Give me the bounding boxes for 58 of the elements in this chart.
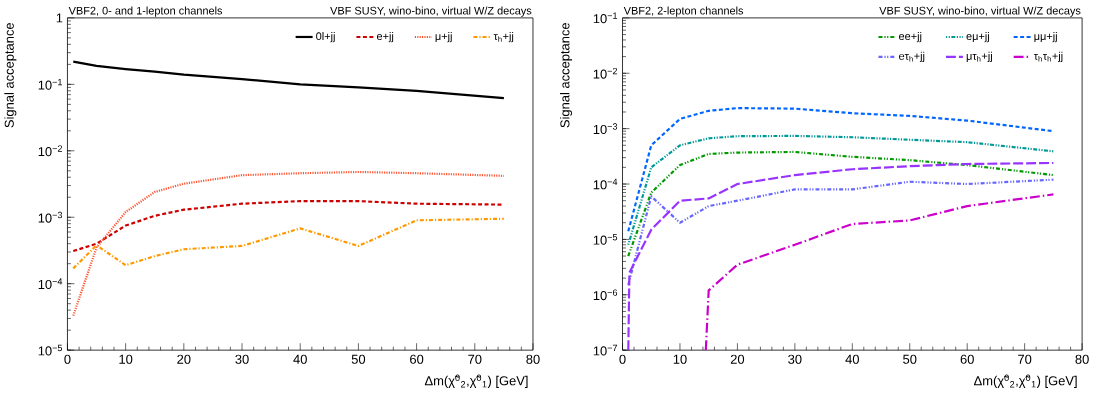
line-series	[627, 107, 1055, 233]
line-series	[627, 150, 1055, 258]
line-series	[627, 178, 1055, 287]
legend-label: ee+jj	[899, 32, 922, 43]
y-axis-title: Signal acceptance	[559, 23, 573, 128]
x-axis-title: Δm(χ̃$^{0}$$_{2}$,χ̃$^{0}$$_{1}$) [GeV]	[974, 374, 1077, 388]
x-tick-label: 0	[619, 354, 626, 364]
x-tick-label: 50	[351, 354, 366, 364]
legend-label: e+jj	[376, 32, 394, 43]
y-tick-label: 1	[56, 13, 63, 23]
x-tick-label: 40	[845, 354, 859, 364]
legend-label: eτ$_{h}$+jj	[899, 51, 925, 63]
y-tick-label: 10$^{−6}$	[593, 289, 618, 301]
x-tick-label: 10	[673, 354, 687, 364]
x-tick-label: 20	[730, 354, 745, 364]
legend-label: τ$_{h}$+jj	[493, 32, 514, 43]
line-series	[704, 193, 1055, 351]
line-series	[72, 60, 505, 100]
x-tick-label: 30	[788, 354, 802, 364]
y-tick-label: 10$^{−3}$	[593, 123, 618, 135]
x-axis-title: Δm(χ̃$^{0}$$_{2}$,χ̃$^{0}$$_{1}$) [GeV]	[424, 374, 528, 388]
y-tick-label: 10$^{−4}$	[38, 278, 63, 290]
chart-subtitle: VBF SUSY, wino-bino, virtual W/Z decays	[330, 6, 532, 17]
y-axis-title: Signal acceptance	[4, 23, 17, 128]
y-tick-label: 10$^{−5}$	[593, 234, 618, 245]
y-tick-label: 10$^{−5}$	[38, 344, 63, 356]
chart-title: VBF2, 2-lepton channels	[623, 6, 744, 17]
x-tick-label: 80	[526, 354, 540, 364]
x-tick-label: 30	[235, 354, 249, 364]
y-tick-label: 10$^{−1}$	[593, 12, 618, 24]
line-series	[627, 134, 1055, 246]
legend-label: 0l+jj	[316, 32, 335, 43]
x-tick-label: 70	[1018, 354, 1032, 364]
y-tick-label: 10$^{−2}$	[593, 67, 618, 79]
y-tick-label: 10$^{−4}$	[593, 178, 618, 190]
x-tick-label: 0	[64, 354, 71, 364]
chart-subtitle: VBF SUSY, wino-bino, virtual W/Z decays	[879, 6, 1081, 17]
y-tick-label: 10$^{−1}$	[38, 79, 62, 90]
x-tick-label: 60	[960, 354, 974, 364]
legend-label: μτ$_{h}$+jj	[966, 51, 992, 63]
x-tick-label: 70	[468, 354, 482, 364]
x-tick-label: 10	[119, 354, 133, 364]
legend-label: τ$_{h}$τ$_{h}$+jj	[1033, 51, 1063, 63]
legend-label: eμ+jj	[966, 32, 989, 43]
line-series	[72, 217, 505, 270]
y-tick-label: 10$^{−7}$	[593, 344, 618, 356]
y-tick-label: 10$^{−3}$	[38, 211, 63, 223]
y-tick-label: 10$^{−2}$	[38, 145, 62, 157]
legend-label: μ+jj	[435, 32, 452, 43]
x-tick-label: 50	[903, 354, 917, 364]
x-tick-label: 80	[1075, 354, 1089, 364]
line-series	[627, 161, 1055, 351]
x-tick-label: 20	[177, 354, 191, 364]
x-tick-label: 60	[410, 354, 424, 364]
legend-label: μμ+jj	[1034, 32, 1057, 43]
line-series	[72, 170, 505, 317]
x-tick-label: 40	[293, 354, 307, 364]
chart-title: VBF2, 0- and 1-lepton channels	[68, 6, 223, 17]
